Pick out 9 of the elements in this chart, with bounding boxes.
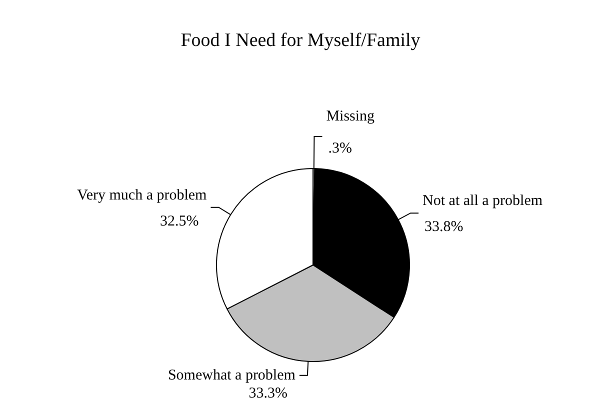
data-label: .3% bbox=[328, 140, 352, 156]
chart-title: Food I Need for Myself/Family bbox=[180, 30, 422, 52]
slice-label: Somewhat a problem bbox=[168, 367, 296, 384]
slice-label: Missing bbox=[326, 108, 376, 124]
data-label: 33.8% bbox=[424, 219, 464, 236]
data-label: 33.3% bbox=[248, 385, 288, 402]
slice-label: Very much a problem bbox=[77, 187, 208, 204]
slice-label: Not at all a problem bbox=[422, 193, 543, 210]
data-label: 32.5% bbox=[160, 213, 199, 230]
